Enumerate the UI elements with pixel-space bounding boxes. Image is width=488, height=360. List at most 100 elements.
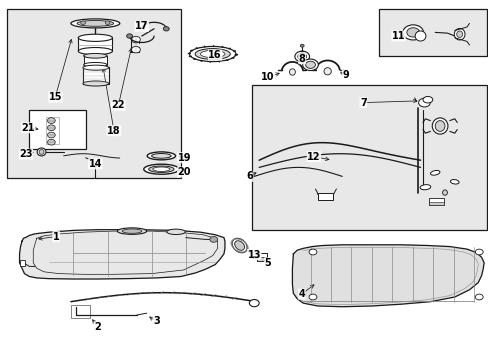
Bar bbox=[256, 257, 267, 261]
Ellipse shape bbox=[78, 34, 112, 41]
Circle shape bbox=[47, 139, 55, 145]
Bar bbox=[428, 202, 443, 205]
Circle shape bbox=[131, 46, 140, 53]
Bar bbox=[428, 198, 443, 205]
Ellipse shape bbox=[442, 190, 447, 195]
Circle shape bbox=[47, 132, 55, 138]
Circle shape bbox=[126, 34, 132, 38]
Text: 23: 23 bbox=[19, 149, 33, 159]
Text: 11: 11 bbox=[391, 31, 405, 41]
Bar bbox=[78, 38, 112, 51]
Text: 10: 10 bbox=[261, 72, 274, 82]
Ellipse shape bbox=[83, 63, 107, 67]
Ellipse shape bbox=[143, 164, 179, 174]
Circle shape bbox=[47, 118, 55, 123]
Ellipse shape bbox=[429, 170, 439, 175]
Ellipse shape bbox=[78, 48, 112, 55]
Circle shape bbox=[249, 300, 259, 307]
Ellipse shape bbox=[453, 28, 464, 40]
Text: 2: 2 bbox=[94, 322, 101, 332]
Ellipse shape bbox=[449, 180, 458, 184]
Ellipse shape bbox=[434, 121, 444, 131]
Text: 21: 21 bbox=[21, 123, 35, 133]
Text: 6: 6 bbox=[245, 171, 252, 181]
Ellipse shape bbox=[402, 25, 423, 40]
Ellipse shape bbox=[37, 148, 46, 156]
Text: 16: 16 bbox=[208, 50, 222, 60]
Ellipse shape bbox=[419, 185, 430, 190]
Circle shape bbox=[209, 237, 217, 242]
Bar bbox=[46, 117, 59, 144]
Circle shape bbox=[418, 98, 429, 107]
Text: 9: 9 bbox=[342, 70, 348, 80]
Ellipse shape bbox=[200, 50, 224, 58]
Bar bbox=[251, 85, 486, 230]
Ellipse shape bbox=[431, 118, 447, 134]
Circle shape bbox=[163, 27, 169, 31]
Polygon shape bbox=[292, 245, 483, 307]
Text: 7: 7 bbox=[359, 98, 366, 108]
Circle shape bbox=[474, 294, 482, 300]
Ellipse shape bbox=[297, 53, 306, 60]
Ellipse shape bbox=[71, 19, 120, 28]
Ellipse shape bbox=[422, 96, 432, 103]
Bar bbox=[7, 9, 181, 178]
Text: 22: 22 bbox=[111, 100, 125, 111]
Ellipse shape bbox=[289, 69, 295, 75]
Text: 13: 13 bbox=[247, 249, 261, 260]
Ellipse shape bbox=[77, 21, 113, 26]
Text: 1: 1 bbox=[53, 231, 60, 242]
Circle shape bbox=[300, 44, 304, 47]
Text: 4: 4 bbox=[298, 289, 305, 299]
Ellipse shape bbox=[456, 31, 462, 37]
Circle shape bbox=[131, 36, 140, 43]
Text: 12: 12 bbox=[306, 152, 320, 162]
Ellipse shape bbox=[152, 167, 170, 171]
Circle shape bbox=[105, 21, 110, 24]
Bar bbox=[83, 56, 107, 65]
Ellipse shape bbox=[82, 65, 108, 70]
Ellipse shape bbox=[148, 166, 174, 172]
Ellipse shape bbox=[166, 229, 185, 235]
Text: 18: 18 bbox=[107, 126, 121, 136]
Circle shape bbox=[308, 249, 316, 255]
Ellipse shape bbox=[305, 61, 315, 68]
Ellipse shape bbox=[189, 46, 236, 62]
Text: 20: 20 bbox=[177, 167, 191, 177]
Ellipse shape bbox=[82, 81, 108, 86]
Circle shape bbox=[308, 294, 316, 300]
Text: 3: 3 bbox=[153, 316, 160, 327]
Bar bbox=[256, 253, 267, 261]
Circle shape bbox=[81, 21, 85, 24]
Ellipse shape bbox=[414, 31, 425, 41]
Polygon shape bbox=[20, 230, 224, 279]
Circle shape bbox=[474, 249, 482, 255]
Bar bbox=[29, 110, 85, 149]
Text: 17: 17 bbox=[135, 21, 148, 31]
Ellipse shape bbox=[302, 59, 318, 71]
Bar bbox=[317, 193, 333, 200]
Ellipse shape bbox=[294, 51, 309, 62]
Ellipse shape bbox=[234, 241, 244, 250]
Ellipse shape bbox=[147, 152, 175, 160]
Ellipse shape bbox=[83, 54, 107, 58]
Ellipse shape bbox=[195, 49, 230, 59]
Bar bbox=[91, 64, 100, 67]
Text: 15: 15 bbox=[48, 92, 62, 102]
Ellipse shape bbox=[232, 238, 246, 253]
Text: 5: 5 bbox=[264, 258, 271, 268]
Text: 19: 19 bbox=[177, 153, 191, 163]
Bar bbox=[378, 9, 486, 56]
Text: 8: 8 bbox=[298, 54, 305, 64]
Ellipse shape bbox=[39, 150, 44, 154]
Ellipse shape bbox=[151, 153, 171, 158]
Ellipse shape bbox=[323, 68, 331, 75]
Bar bbox=[20, 260, 25, 266]
Ellipse shape bbox=[122, 229, 142, 233]
Bar bbox=[83, 67, 109, 84]
Ellipse shape bbox=[406, 28, 419, 37]
Bar bbox=[71, 305, 90, 318]
Ellipse shape bbox=[117, 228, 146, 234]
Text: 14: 14 bbox=[88, 159, 102, 169]
Circle shape bbox=[47, 125, 55, 131]
